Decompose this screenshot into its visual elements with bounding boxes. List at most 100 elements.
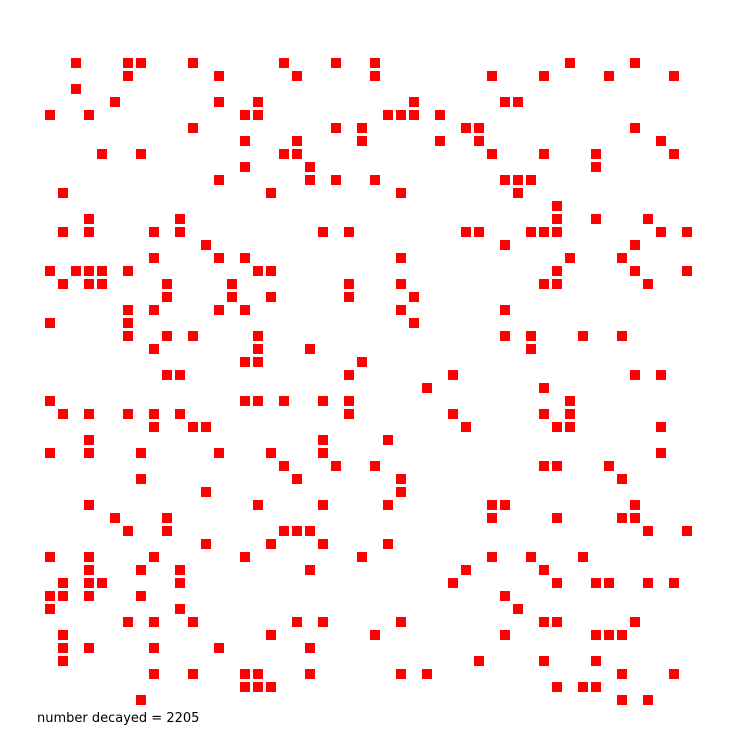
- decayed-cell-marker: [149, 344, 159, 354]
- decayed-cell-marker: [604, 461, 614, 471]
- decayed-cell-marker: [149, 227, 159, 237]
- decayed-cell-marker: [656, 227, 666, 237]
- decayed-cell-marker: [266, 292, 276, 302]
- decayed-cell-marker: [500, 305, 510, 315]
- decayed-cell-marker: [565, 253, 575, 263]
- decayed-cell-marker: [552, 227, 562, 237]
- decayed-cell-marker: [305, 344, 315, 354]
- decayed-cell-marker: [604, 71, 614, 81]
- decayed-cell-marker: [279, 149, 289, 159]
- decayed-cell-marker: [201, 240, 211, 250]
- decayed-cell-marker: [630, 370, 640, 380]
- decayed-cell-marker: [279, 58, 289, 68]
- decayed-cell-marker: [617, 669, 627, 679]
- decayed-cell-marker: [240, 396, 250, 406]
- decayed-cell-marker: [123, 266, 133, 276]
- decayed-cell-marker: [45, 591, 55, 601]
- decayed-cell-marker: [266, 266, 276, 276]
- decayed-cell-marker: [201, 487, 211, 497]
- decayed-cell-marker: [305, 175, 315, 185]
- decayed-cell-marker: [110, 513, 120, 523]
- decayed-cell-marker: [357, 123, 367, 133]
- decayed-cell-marker: [617, 513, 627, 523]
- decayed-cell-marker: [175, 214, 185, 224]
- decayed-cell-marker: [487, 500, 497, 510]
- decayed-cell-marker: [253, 110, 263, 120]
- decayed-cell-marker: [253, 357, 263, 367]
- decayed-cell-marker: [253, 682, 263, 692]
- decayed-cell-marker: [318, 435, 328, 445]
- decayed-cell-marker: [487, 513, 497, 523]
- decayed-cell-marker: [370, 461, 380, 471]
- decayed-cell-marker: [396, 487, 406, 497]
- decayed-cell-marker: [214, 97, 224, 107]
- decayed-cell-marker: [591, 630, 601, 640]
- decayed-cell-marker: [240, 253, 250, 263]
- decayed-cell-marker: [578, 682, 588, 692]
- decayed-cell-marker: [409, 97, 419, 107]
- decayed-cell-marker: [318, 227, 328, 237]
- decayed-cell-marker: [292, 71, 302, 81]
- decayed-cell-marker: [136, 474, 146, 484]
- decayed-cell-marker: [565, 409, 575, 419]
- decayed-cell-marker: [318, 396, 328, 406]
- decayed-cell-marker: [240, 136, 250, 146]
- decayed-cell-marker: [84, 214, 94, 224]
- decayed-cell-marker: [409, 110, 419, 120]
- decayed-cell-marker: [123, 526, 133, 536]
- decayed-cell-marker: [552, 214, 562, 224]
- decayed-cell-marker: [409, 292, 419, 302]
- decayed-cell-marker: [149, 617, 159, 627]
- decayed-cell-marker: [149, 253, 159, 263]
- decayed-cell-marker: [500, 240, 510, 250]
- decayed-cell-marker: [175, 370, 185, 380]
- decayed-cell-marker: [318, 617, 328, 627]
- decayed-cell-marker: [123, 58, 133, 68]
- decayed-cell-marker: [591, 656, 601, 666]
- decayed-cell-marker: [305, 669, 315, 679]
- decayed-cell-marker: [630, 500, 640, 510]
- decayed-cell-marker: [188, 422, 198, 432]
- decayed-cell-marker: [461, 227, 471, 237]
- decayed-cell-marker: [84, 578, 94, 588]
- decayed-cell-marker: [162, 292, 172, 302]
- decayed-cell-marker: [45, 448, 55, 458]
- decayed-cell-marker: [552, 461, 562, 471]
- decayed-cell-marker: [656, 448, 666, 458]
- decayed-cell-marker: [97, 149, 107, 159]
- decayed-cell-marker: [396, 110, 406, 120]
- decayed-cell-marker: [292, 149, 302, 159]
- decayed-cell-marker: [669, 149, 679, 159]
- decayed-cell-marker: [45, 396, 55, 406]
- decayed-cell-marker: [136, 695, 146, 705]
- decayed-cell-marker: [630, 513, 640, 523]
- decayed-cell-marker: [630, 123, 640, 133]
- decayed-cell-marker: [292, 474, 302, 484]
- decayed-cell-marker: [162, 331, 172, 341]
- decayed-cell-marker: [513, 175, 523, 185]
- decayed-cell-marker: [643, 214, 653, 224]
- decayed-cell-marker: [175, 409, 185, 419]
- decayed-cell-marker: [682, 526, 692, 536]
- decayed-cell-marker: [84, 565, 94, 575]
- decayed-cell-marker: [149, 305, 159, 315]
- decayed-cell-marker: [58, 279, 68, 289]
- decayed-cell-marker: [97, 578, 107, 588]
- decayed-cell-marker: [487, 71, 497, 81]
- decayed-cell-marker: [175, 565, 185, 575]
- decayed-cell-marker: [149, 409, 159, 419]
- decayed-cell-marker: [500, 630, 510, 640]
- decayed-cell-marker: [526, 227, 536, 237]
- decayed-cell-marker: [84, 279, 94, 289]
- decayed-cell-marker: [383, 110, 393, 120]
- decayed-cell-marker: [84, 435, 94, 445]
- decayed-cell-marker: [305, 643, 315, 653]
- decayed-cell-marker: [539, 565, 549, 575]
- decayed-cell-marker: [539, 383, 549, 393]
- decayed-cell-marker: [591, 578, 601, 588]
- decayed-cell-marker: [643, 578, 653, 588]
- decayed-cell-marker: [58, 643, 68, 653]
- decayed-cell-marker: [344, 370, 354, 380]
- decayed-cell-marker: [565, 396, 575, 406]
- decayed-cell-marker: [84, 448, 94, 458]
